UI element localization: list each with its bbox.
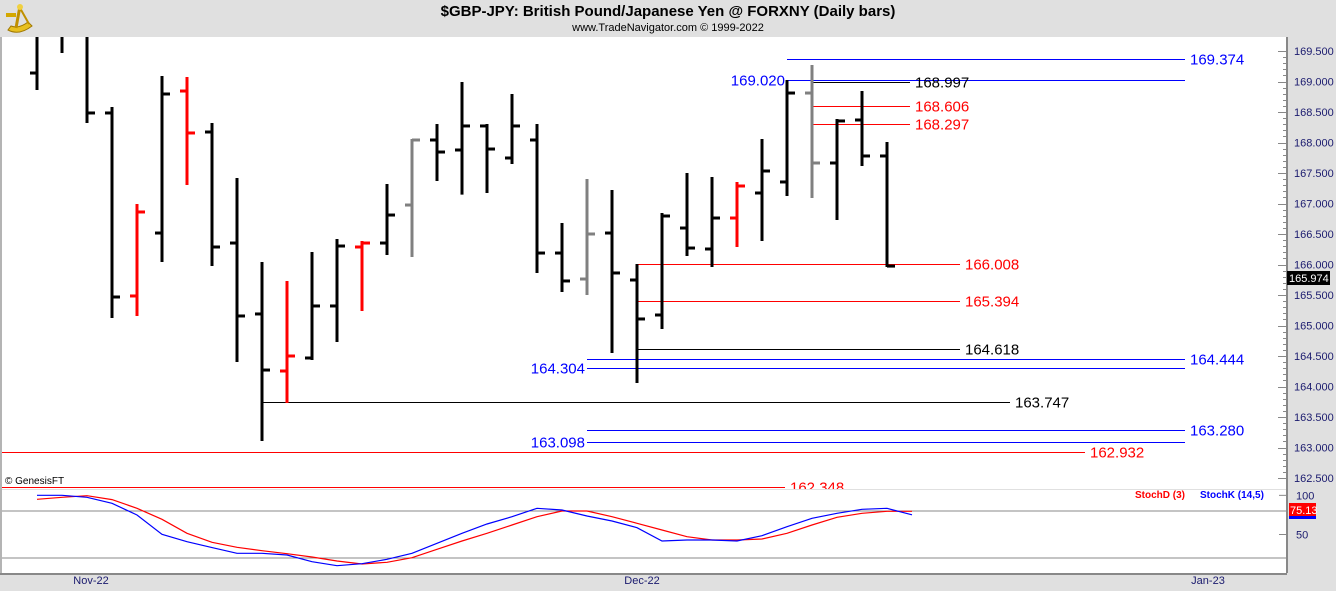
price-tick-label: 168.000: [1294, 138, 1334, 150]
level-label: 163.747: [1015, 395, 1069, 412]
stoch-tick-label: 50: [1296, 529, 1308, 541]
stoch-last-underline: [1289, 516, 1316, 519]
ohlc-bar: [505, 94, 520, 164]
ohlc-bar: [630, 264, 645, 383]
ohlc-bar: [830, 119, 845, 220]
level-label: 163.098: [531, 435, 585, 452]
price-tick-label: 163.500: [1294, 412, 1334, 424]
ohlc-bar: [755, 139, 770, 242]
ohlc-bar: [355, 241, 370, 311]
level-label: 162.348: [790, 480, 844, 497]
ohlc-bar: [255, 261, 270, 441]
legend-stochd: StochD (3): [1135, 490, 1185, 501]
ohlc-bar: [730, 181, 745, 247]
ohlc-bar: [130, 203, 145, 316]
price-pane: [2, 37, 1287, 489]
chart-subtitle: www.TradeNavigator.com © 1999-2022: [572, 22, 764, 34]
price-tick-label: 167.500: [1294, 168, 1334, 180]
level-label: 169.374: [1190, 52, 1244, 69]
ohlc-bar: [330, 239, 345, 342]
ohlc-bar: [205, 122, 220, 267]
level-label: 164.304: [531, 361, 585, 378]
price-tick-label: 162.500: [1294, 473, 1334, 485]
ohlc-bar: [60, 37, 64, 54]
ohlc-bar: [405, 138, 420, 257]
level-label: 168.606: [915, 99, 969, 116]
ohlc-bar: [180, 76, 195, 186]
price-tick-label: 169.000: [1294, 77, 1334, 89]
ohlc-bar: [555, 223, 570, 293]
price-tick-label: 165.500: [1294, 290, 1334, 302]
stoch-last-label: 75.13: [1290, 505, 1318, 517]
price-tick-label: 166.500: [1294, 229, 1334, 241]
date-label: Dec-22: [624, 575, 659, 587]
price-tick-label: 164.000: [1294, 382, 1334, 394]
ohlc-bar: [705, 177, 720, 268]
stochd-line: [36, 495, 912, 565]
ohlc-bar: [655, 213, 670, 329]
ohlc-bar: [530, 124, 545, 273]
level-label: 165.394: [965, 294, 1019, 311]
level-label: 168.997: [915, 75, 969, 92]
level-label: 168.297: [915, 117, 969, 134]
ohlc-bar: [230, 178, 245, 362]
stoch-last-box: [1289, 503, 1316, 516]
date-label: Jan-23: [1191, 575, 1225, 587]
ohlc-bar: [30, 37, 39, 90]
ohlc-bar: [605, 190, 620, 354]
price-tick-label: 169.500: [1294, 46, 1334, 58]
level-label: 163.280: [1190, 423, 1244, 440]
ohlc-bar: [105, 106, 120, 318]
legend-stochk: StochK (14,5): [1200, 490, 1264, 501]
price-tick-label: 168.500: [1294, 107, 1334, 119]
ohlc-bar: [680, 173, 695, 257]
copyright-label: © GenesisFT: [5, 476, 64, 487]
price-tick-label: 166.000: [1294, 260, 1334, 272]
last-price-label: 165.974: [1289, 273, 1329, 285]
ohlc-bar: [380, 183, 395, 255]
date-label: Nov-22: [73, 575, 108, 587]
ohlc-bar: [580, 178, 595, 295]
level-label: 162.932: [1090, 445, 1144, 462]
ohlc-bar: [280, 280, 295, 403]
ohlc-bar: [155, 76, 170, 262]
ohlc-bar: [855, 91, 870, 166]
price-tick-label: 167.000: [1294, 199, 1334, 211]
chart-title: $GBP-JPY: British Pound/Japanese Yen @ F…: [440, 3, 896, 20]
stoch-tick-label: 100: [1296, 490, 1314, 502]
level-label: 164.618: [965, 342, 1019, 359]
stochk-line: [37, 494, 913, 567]
ohlc-bar: [780, 79, 795, 196]
last-price-box: [1287, 271, 1330, 285]
ohlc-bar: [305, 251, 320, 361]
ohlc-bar: [805, 65, 820, 199]
ohlc-bar: [480, 124, 495, 194]
ohlc-bar: [430, 124, 445, 181]
ohlc-bar: [85, 37, 95, 123]
level-label: 166.008: [965, 257, 1019, 274]
ohlc-bar: [455, 81, 470, 195]
ohlc-bar: [880, 142, 895, 268]
price-tick-label: 165.000: [1294, 321, 1334, 333]
level-label: 169.020: [731, 73, 785, 90]
price-tick-label: 163.000: [1294, 443, 1334, 455]
level-label: 164.444: [1190, 352, 1244, 369]
price-tick-label: 164.500: [1294, 351, 1334, 363]
sextant-logo-icon: [2, 2, 36, 41]
